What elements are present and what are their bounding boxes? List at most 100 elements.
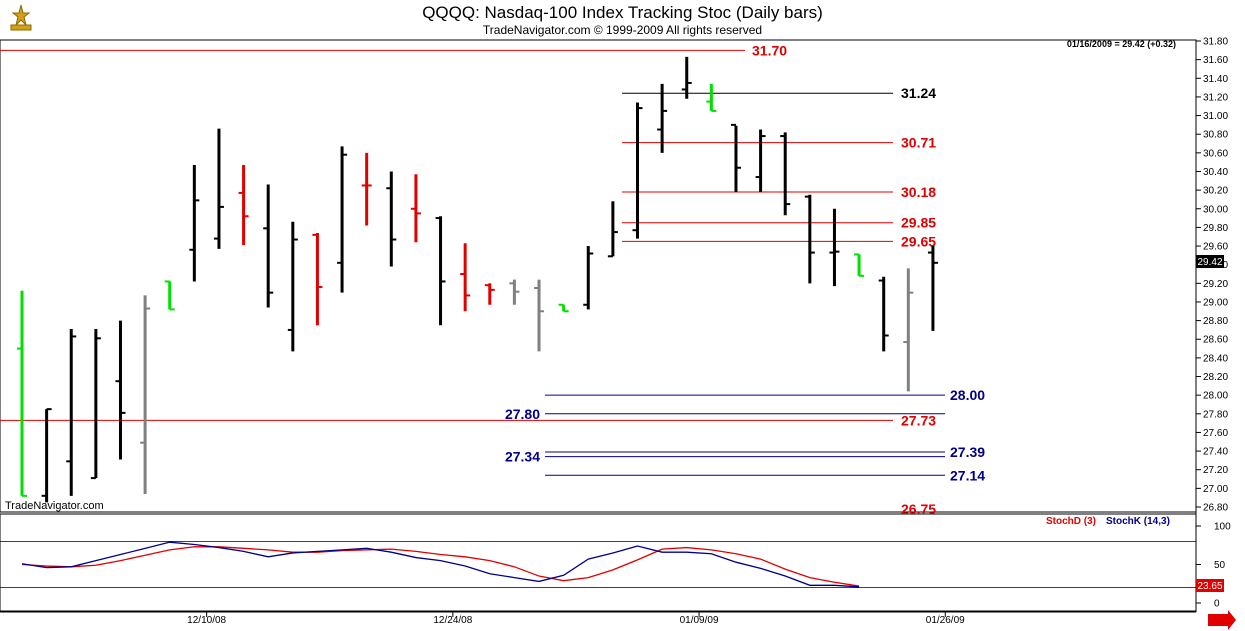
last-price-label: 29.42 — [1197, 257, 1222, 268]
ohlc-bar — [583, 246, 594, 310]
stoch-tick-label: 50 — [1214, 560, 1226, 571]
price-tick-label: 31.00 — [1203, 111, 1228, 122]
ohlc-bar — [632, 102, 643, 239]
ohlc-bar — [607, 201, 618, 258]
ohlc-bar — [238, 164, 249, 246]
ohlc-bar — [189, 164, 200, 282]
ohlc-bar — [558, 303, 569, 313]
ohlc-bar — [484, 283, 495, 305]
ohlc-bar — [460, 243, 471, 312]
level-label: 27.73 — [901, 412, 936, 428]
ohlc-bar — [804, 194, 815, 284]
stochastic-panel — [0, 513, 1197, 612]
ohlc-bar — [780, 132, 791, 216]
stoch-tick-label: 0 — [1214, 599, 1220, 610]
price-tick-label: 29.80 — [1203, 223, 1228, 234]
level-label: 27.39 — [950, 444, 985, 460]
ohlc-bar — [312, 232, 323, 326]
price-tick-label: 27.00 — [1203, 484, 1228, 495]
chart-header: QQQQ: Nasdaq-100 Index Tracking Stoc (Da… — [0, 0, 1245, 40]
price-tick-label: 28.40 — [1203, 353, 1228, 364]
ohlc-bar — [17, 290, 27, 497]
price-tick-label: 30.40 — [1203, 167, 1228, 178]
ohlc-bar — [140, 295, 151, 494]
stochastic-lines — [0, 541, 1196, 588]
level-label: 30.71 — [901, 135, 936, 151]
stoch-k-line — [21, 541, 860, 588]
ohlc-bar — [66, 328, 77, 496]
price-tick-label: 30.00 — [1203, 204, 1228, 215]
ohlc-bar — [263, 184, 274, 308]
stochastic-axis: 100 50 0 — [1196, 522, 1231, 610]
price-tick-label: 27.80 — [1203, 409, 1228, 420]
ohlc-bar — [509, 279, 520, 305]
price-tick-label: 27.40 — [1203, 447, 1228, 458]
price-axis: 26.80 27.00 27.20 27.40 27.60 27.80 28.00 28.20… — [1196, 37, 1228, 514]
ohlc-bar — [410, 174, 421, 243]
date-tick-label: 12/24/08 — [433, 615, 472, 626]
price-tick-label: 28.60 — [1203, 335, 1228, 346]
ohlc-bar — [878, 276, 889, 352]
price-tick-label: 28.80 — [1203, 316, 1228, 327]
ohlc-bar — [287, 221, 298, 352]
ohlc-bar — [41, 408, 52, 503]
price-tick-label: 28.00 — [1203, 391, 1228, 402]
ohlc-bar — [90, 328, 101, 480]
chart-title: QQQQ: Nasdaq-100 Index Tracking Stoc (Da… — [422, 3, 823, 22]
ohlc-bar — [361, 152, 372, 226]
watermark-label: TradeNavigator.com — [5, 500, 104, 512]
price-tick-label: 30.20 — [1203, 186, 1228, 197]
ohlc-bars — [17, 56, 938, 503]
ohlc-bar — [755, 129, 766, 192]
ohlc-bar — [534, 279, 545, 352]
ohlc-bar — [213, 128, 224, 249]
trade-navigator-logo-icon — [10, 4, 32, 31]
level-label: 29.85 — [901, 215, 936, 231]
price-tick-label: 30.80 — [1203, 130, 1228, 141]
price-tick-label: 27.60 — [1203, 428, 1228, 439]
level-label: 27.80 — [505, 406, 540, 422]
ohlc-bar — [706, 83, 717, 112]
level-label: 29.65 — [901, 233, 936, 249]
price-tick-label: 31.60 — [1203, 55, 1228, 66]
ohlc-bar — [115, 320, 126, 460]
ohlc-bar — [854, 253, 865, 277]
stoch-last-box — [1196, 579, 1224, 592]
scroll-right-arrow-icon[interactable] — [1208, 610, 1236, 630]
price-tick-label: 29.60 — [1203, 242, 1228, 253]
ohlc-bar — [829, 208, 840, 287]
stoch-tick-label: 100 — [1214, 522, 1231, 533]
chart-subtitle: TradeNavigator.com © 1999-2009 All right… — [482, 23, 763, 37]
stoch-d-legend: StochD (3) — [1046, 516, 1096, 527]
ohlc-bar — [927, 246, 938, 331]
price-tick-label: 31.80 — [1203, 37, 1228, 48]
ohlc-bar — [681, 56, 692, 99]
ohlc-bar — [730, 123, 741, 192]
price-readout: 01/16/2009 = 29.42 (+0.32) — [1067, 39, 1176, 49]
price-panel — [0, 39, 1197, 513]
ohlc-bar — [337, 146, 348, 293]
price-tick-label: 31.20 — [1203, 92, 1228, 103]
level-label: 27.14 — [950, 467, 985, 483]
date-axis: 12/10/08 12/24/08 01/09/09 01/26/09 — [0, 611, 1196, 626]
stoch-d-line — [21, 546, 860, 587]
level-label: 28.00 — [950, 387, 985, 403]
level-label: 31.24 — [901, 85, 936, 101]
level-label: 31.70 — [752, 42, 787, 58]
ohlc-bar — [435, 216, 446, 326]
date-tick-label: 01/26/09 — [926, 615, 965, 626]
price-tick-label: 26.80 — [1203, 503, 1228, 514]
ohlc-bar — [386, 171, 397, 267]
price-tick-label: 28.20 — [1203, 372, 1228, 383]
date-tick-label: 01/09/09 — [680, 615, 719, 626]
price-levels: 31.70 31.24 30.71 30.18 29.85 29.65 28.00 27.80… — [0, 42, 985, 517]
level-label: 26.75 — [901, 501, 936, 517]
stoch-last-label: 23.65 — [1197, 581, 1222, 592]
level-label: 30.18 — [901, 184, 936, 200]
price-tick-label: 29.00 — [1203, 297, 1228, 308]
price-tick-label: 30.60 — [1203, 148, 1228, 159]
price-tick-label: 31.40 — [1203, 74, 1228, 85]
price-tick-label: 29.20 — [1203, 279, 1228, 290]
ohlc-bar — [903, 268, 914, 392]
